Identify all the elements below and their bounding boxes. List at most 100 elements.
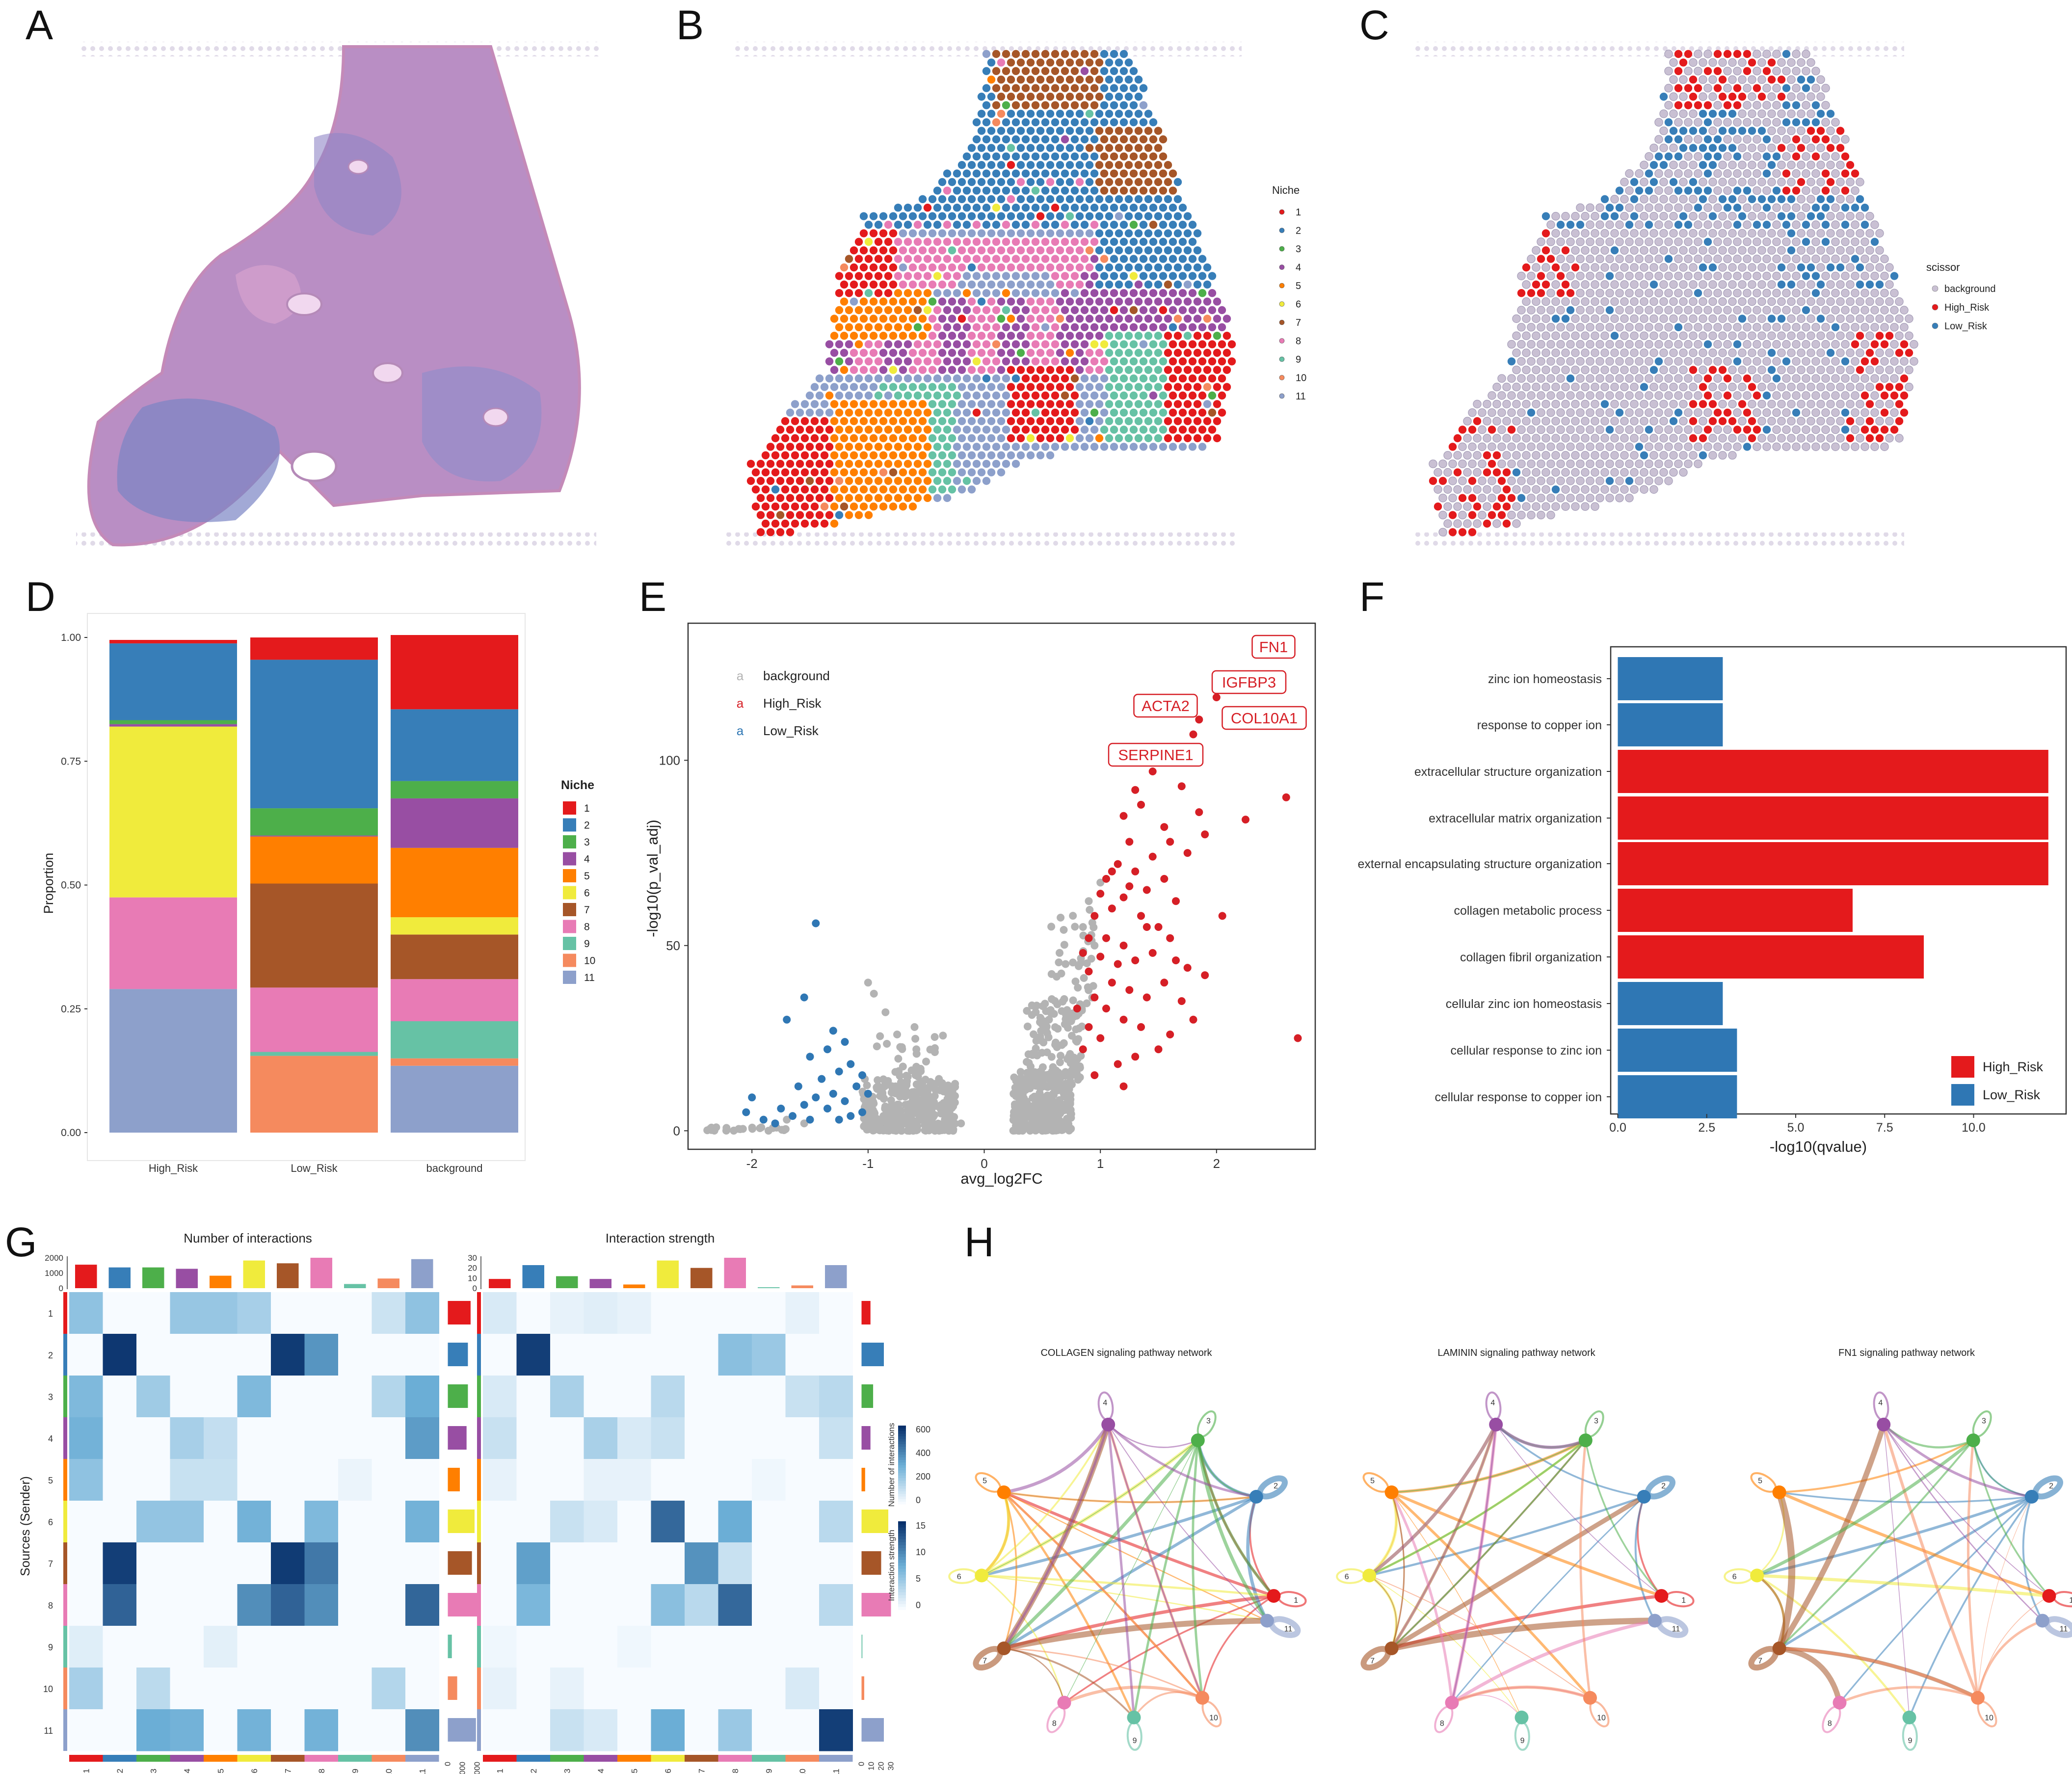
tissue-spot (1154, 383, 1163, 391)
tissue-spot (1110, 306, 1118, 315)
tissue-spot (1605, 408, 1614, 417)
tissue-spot (1806, 109, 1815, 118)
tissue-spot (1051, 152, 1060, 160)
tissue-spot (1782, 67, 1791, 76)
tissue-spot (1031, 101, 1040, 109)
tissue-spot (1164, 315, 1172, 323)
tissue-spot (1007, 212, 1015, 220)
heatmap-cell (372, 1459, 406, 1501)
tissue-spot (977, 263, 986, 272)
tissue-spot (1595, 323, 1604, 332)
y-tick-label: 100 (659, 753, 680, 768)
tissue-spot (1056, 212, 1064, 220)
tissue-spot (1610, 332, 1619, 340)
legend-label: 6 (584, 888, 590, 899)
tissue-spot (1821, 204, 1830, 212)
niche-legend-label: 5 (1296, 281, 1301, 291)
stacked-bar-segment (391, 934, 518, 980)
legend-swatch (563, 903, 576, 916)
tissue-spot (962, 255, 971, 263)
tissue-spot (1046, 348, 1055, 357)
tissue-spot (1816, 143, 1825, 153)
niche-legend-label: 1 (1296, 207, 1301, 218)
tissue-spot (1095, 76, 1104, 84)
column-total-bar (176, 1269, 198, 1288)
tissue-spot (1522, 451, 1531, 460)
column-total-bar (344, 1284, 366, 1288)
tissue-spot (1885, 417, 1894, 425)
background-point (923, 1086, 931, 1094)
tissue-spot (820, 485, 829, 494)
tissue-spot (997, 366, 1006, 374)
heatmap-cell (136, 1584, 170, 1626)
tissue-spot (1635, 340, 1644, 349)
tissue-spot (751, 502, 760, 511)
heatmap-cell (516, 1459, 551, 1501)
tissue-spot (992, 357, 1001, 366)
tissue-spot (1070, 186, 1079, 195)
tissue-spot (1753, 186, 1761, 195)
y-axis-label: Proportion (41, 853, 56, 914)
tissue-spot (1065, 383, 1074, 391)
tissue-spot (1689, 229, 1698, 238)
tissue-spot (1728, 297, 1737, 306)
tissue-spot (1649, 195, 1658, 204)
tissue-spot (825, 425, 834, 434)
heatmap-cell (170, 1542, 204, 1585)
tissue-spot (1654, 271, 1663, 281)
tissue-spot (1051, 306, 1060, 315)
tissue-spot (1188, 374, 1197, 383)
tissue-spot (1178, 391, 1187, 400)
row-color-bar (63, 1709, 67, 1751)
tissue-spot (1002, 391, 1010, 400)
heatmap-cell (271, 1709, 305, 1751)
tissue-spot (1640, 246, 1648, 255)
tissue-spot (1129, 391, 1138, 400)
tissue-spot (1046, 92, 1055, 101)
tissue-spot (967, 451, 976, 459)
column-color-bar (338, 1755, 372, 1762)
tissue-spot (1105, 58, 1114, 67)
tissue-spot (786, 511, 795, 519)
tissue-spot (1571, 348, 1580, 357)
tissue-spot (1875, 417, 1884, 425)
tissue-spot (1046, 400, 1055, 408)
tissue-spot (903, 357, 912, 366)
tissue-spot (1537, 459, 1545, 468)
tissue-spot (1203, 348, 1212, 357)
tissue-spot (1561, 485, 1570, 494)
high-risk-point (1131, 867, 1140, 875)
tissue-spot (1669, 229, 1678, 238)
tissue-spot (1802, 101, 1810, 110)
background-point (943, 1122, 951, 1130)
tissue-spot (1124, 246, 1133, 255)
tissue-spot (1630, 348, 1639, 357)
tissue-spot (1512, 382, 1521, 392)
tissue-spot (1792, 306, 1801, 315)
background-point (1070, 1012, 1078, 1021)
tissue-spot (1762, 101, 1771, 110)
tissue-spot (1129, 323, 1138, 331)
x-tick-label: 7.5 (1876, 1121, 1893, 1135)
tissue-spot (1821, 83, 1830, 93)
tissue-spot (1095, 58, 1104, 67)
tissue-spot (1811, 357, 1820, 366)
tissue-spot (918, 332, 927, 340)
tissue-spot (903, 323, 912, 331)
tissue-spot (1649, 212, 1658, 221)
tissue-spot (1065, 366, 1074, 374)
tissue-spot (1527, 289, 1536, 297)
tissue-spot (1095, 92, 1104, 101)
tissue-spot (1787, 366, 1796, 374)
tissue-spot (1851, 169, 1859, 178)
legend-key: a (737, 668, 744, 683)
tissue-spot (982, 152, 991, 160)
background-point (1025, 1069, 1034, 1077)
tissue-spot (1684, 459, 1693, 468)
tissue-spot (825, 460, 834, 468)
high-risk-point (1189, 1015, 1197, 1024)
tissue-spot (918, 212, 927, 220)
tissue-spot (894, 443, 903, 451)
tissue-spot (1075, 315, 1084, 323)
legend-swatch (563, 818, 576, 832)
